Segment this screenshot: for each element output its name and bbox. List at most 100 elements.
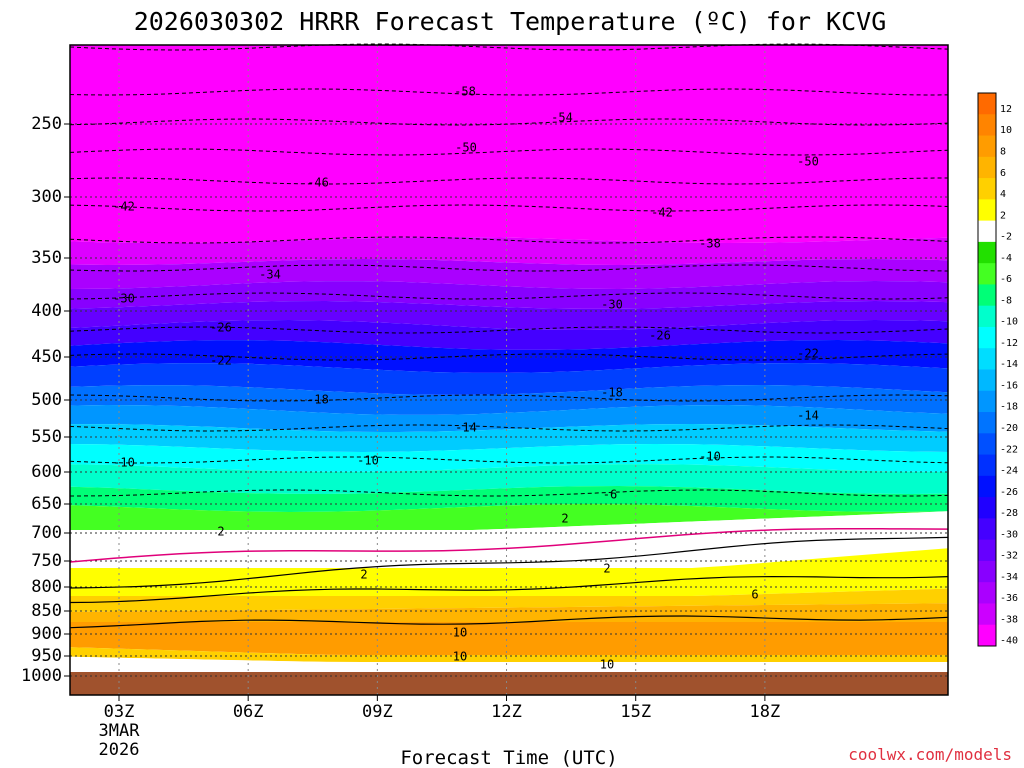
contour-label: -30 — [113, 292, 135, 306]
colorbar-label: -20 — [1000, 423, 1018, 434]
x-date-month: 3MAR — [99, 721, 141, 741]
colorbar-label: -6 — [1000, 274, 1012, 285]
colorbar-swatch — [978, 560, 996, 583]
contour-label: -10 — [357, 454, 379, 468]
contour-line — [69, 615, 949, 629]
contour-label: -42 — [113, 200, 135, 214]
contour-label: -22 — [797, 347, 819, 361]
x-tick-label: 09Z — [362, 702, 393, 722]
temperature-band — [70, 259, 948, 289]
temperature-band — [70, 237, 948, 265]
colorbar-label: 2 — [1000, 210, 1006, 221]
temperature-band — [70, 385, 948, 415]
contour-label: -22 — [210, 354, 232, 368]
temperature-band — [70, 548, 948, 596]
y-tick-label: 250 — [31, 114, 62, 134]
contour-line — [69, 575, 949, 604]
y-tick-label: 750 — [31, 551, 62, 571]
contour-label: -18 — [307, 393, 329, 407]
x-axis-label: Forecast Time (UTC) — [400, 747, 617, 768]
y-tick-label: 300 — [31, 187, 62, 207]
contour-label: -10 — [699, 450, 721, 464]
colorbar-swatch — [978, 518, 996, 541]
colorbar-swatch — [978, 178, 996, 200]
contour-label: -14 — [455, 421, 477, 435]
contour-label: 2 — [561, 512, 568, 526]
contour-label: -10 — [113, 456, 135, 470]
contour-label: -50 — [455, 141, 477, 155]
colorbar-swatch — [978, 114, 996, 137]
colorbar-swatch — [978, 433, 996, 456]
y-tick-label: 400 — [31, 301, 62, 321]
temperature-band — [70, 281, 948, 309]
x-tick-label: 18Z — [750, 702, 781, 722]
chart-title: 2026030302 HRRR Forecast Temperature (ºC… — [134, 7, 887, 36]
y-tick-label: 600 — [31, 462, 62, 482]
y-tick-label: 650 — [31, 494, 62, 514]
colorbar-swatch — [978, 497, 996, 519]
contour-label: -38 — [699, 237, 721, 251]
temperature-band — [70, 486, 948, 512]
colorbar-swatch — [978, 156, 996, 179]
contour-label: -54 — [551, 111, 573, 125]
temperature-band — [70, 363, 948, 395]
colorbar-swatch — [978, 603, 996, 626]
colorbar-swatch — [978, 369, 996, 392]
contour-label: -58 — [454, 85, 476, 99]
x-axis: 03Z 06Z 09Z 12Z 15Z 18Z — [104, 695, 781, 722]
contour-label: -26 — [210, 321, 232, 335]
colorbar-label: -32 — [1000, 551, 1018, 562]
temperature-band — [70, 405, 948, 432]
colorbar-swatch — [978, 326, 996, 349]
y-tick-label: 850 — [31, 601, 62, 621]
colorbar-label: 4 — [1000, 189, 1006, 200]
freezing-line — [69, 527, 949, 563]
contour-label: -14 — [797, 409, 819, 423]
temperature-band — [70, 622, 948, 655]
contour-label: 10 — [600, 658, 614, 672]
contour-label: 10 — [453, 650, 467, 664]
temperature-bands — [70, 45, 948, 695]
colorbar-label: -24 — [1000, 466, 1018, 477]
colorbar-swatch — [978, 475, 996, 498]
y-tick-label: 700 — [31, 523, 62, 543]
contour-label: -18 — [601, 386, 623, 400]
temperature-band — [70, 588, 948, 612]
colorbar-label: -10 — [1000, 317, 1018, 328]
y-tick-label: 350 — [31, 248, 62, 268]
y-tick-label: 450 — [31, 347, 62, 367]
temperature-band — [70, 464, 948, 494]
y-tick-label: 1000 — [21, 666, 62, 686]
colorbar-label: -30 — [1000, 529, 1018, 540]
colorbar-label: -28 — [1000, 508, 1018, 519]
contour-label: -6 — [603, 488, 617, 502]
colorbar-label: -8 — [1000, 295, 1012, 306]
x-date-year: 2026 — [99, 740, 140, 760]
temperature-band — [70, 647, 948, 662]
contour-label: -42 — [651, 206, 673, 220]
colorbar-label: -36 — [1000, 593, 1018, 604]
y-tick-label: 950 — [31, 646, 62, 666]
colorbar-swatch — [978, 412, 996, 434]
contour-label: -46 — [307, 176, 329, 190]
colorbar-swatch — [978, 220, 996, 243]
colorbar-label: 10 — [1000, 125, 1012, 136]
colorbar-swatch — [978, 390, 996, 413]
x-tick-label: 15Z — [620, 702, 651, 722]
contour-lines — [69, 43, 949, 629]
contour-label: -30 — [601, 298, 623, 312]
colorbar-swatch — [978, 135, 996, 158]
plot-frame — [69, 44, 949, 696]
colorbar-swatch — [978, 241, 996, 264]
temperature-band — [70, 320, 948, 350]
colorbar-swatch — [978, 199, 996, 222]
colorbar-label: -22 — [1000, 444, 1018, 455]
colorbar-label: -34 — [1000, 572, 1018, 583]
colorbar-label: 6 — [1000, 168, 1006, 179]
credit-link[interactable]: coolwx.com/models — [848, 745, 1012, 764]
colorbar-swatch — [978, 284, 996, 307]
temperature-band — [70, 301, 948, 330]
colorbar-swatch — [978, 348, 996, 370]
temperature-band — [70, 656, 948, 672]
